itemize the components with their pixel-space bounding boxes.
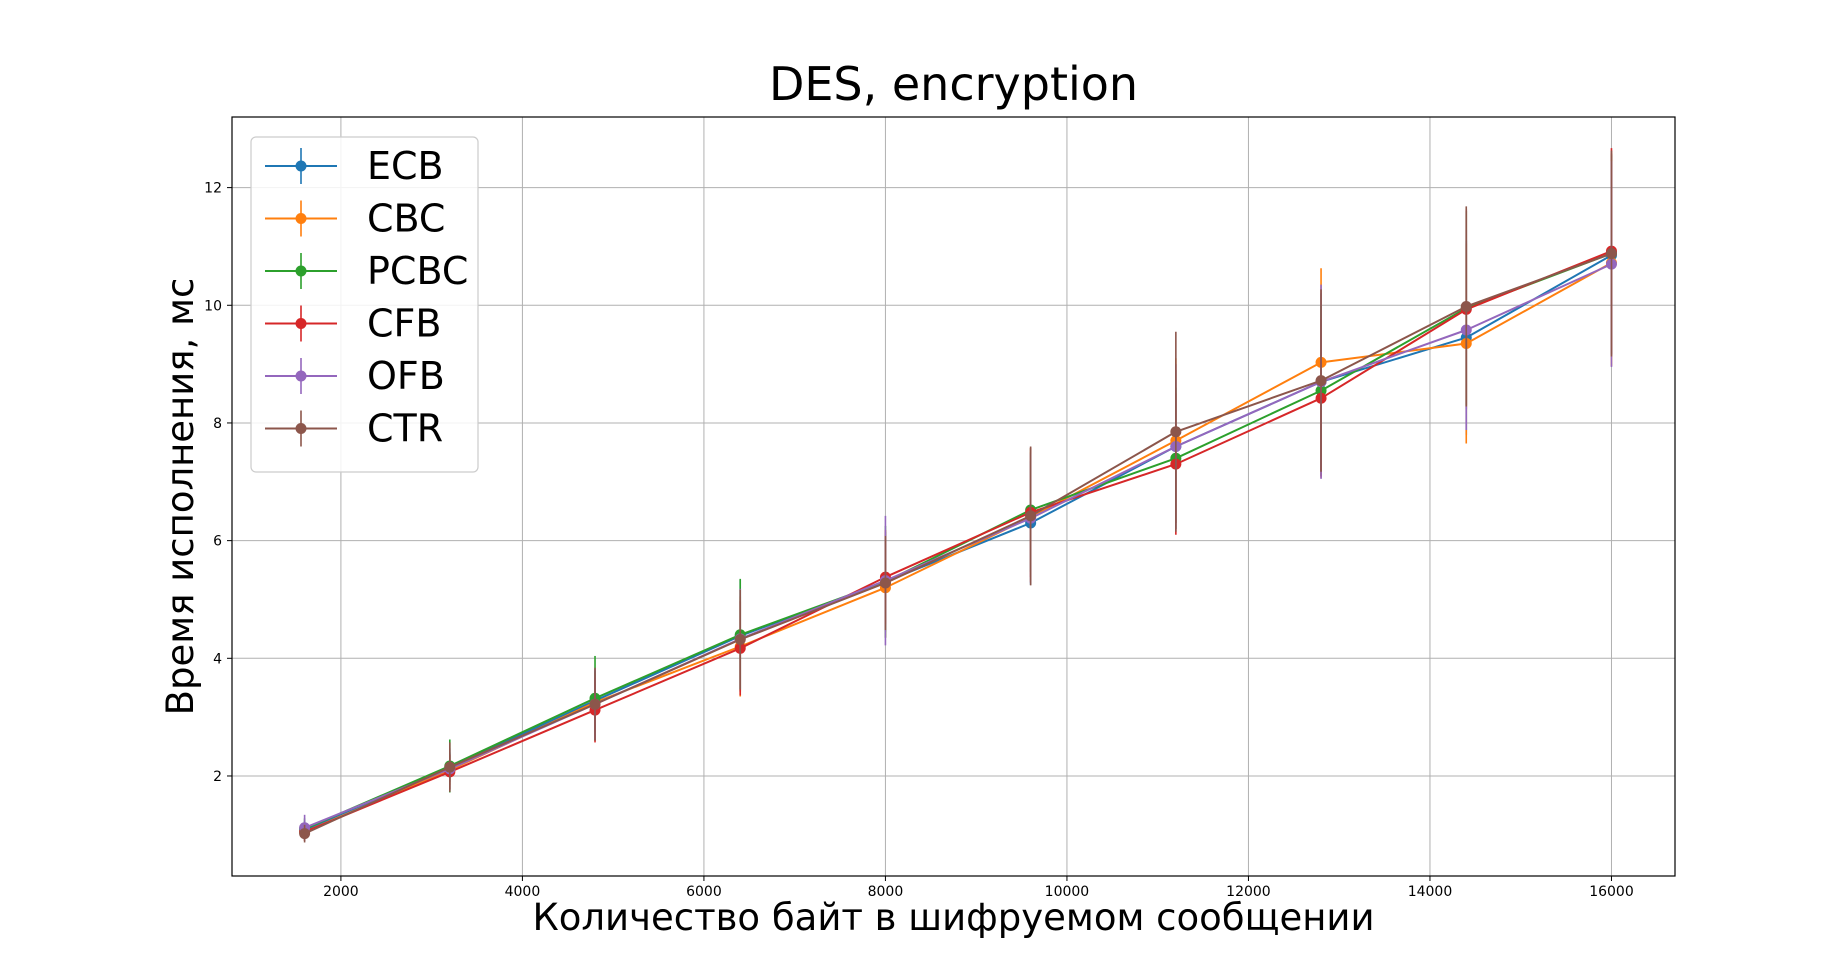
legend-entry-cbc: CBC (265, 197, 445, 241)
data-point (1025, 510, 1037, 522)
legend-entry-ecb: ECB (265, 144, 444, 188)
legend-marker (295, 213, 307, 224)
x-tick-label: 8000 (868, 884, 904, 900)
data-point (1170, 426, 1182, 438)
legend-label: CFB (367, 302, 441, 346)
plot-frame (231, 116, 1676, 877)
series-line (304, 252, 1612, 830)
legend-entry-ofb: OFB (265, 354, 445, 398)
legend-label: PCBC (367, 249, 468, 293)
y-tick-label: 4 (213, 651, 222, 667)
x-tick-label: 16000 (1589, 884, 1634, 900)
y-axis-label: Время исполнения, мс (159, 278, 202, 716)
chart-title: DES, encryption (769, 57, 1138, 111)
legend-marker (295, 423, 307, 434)
legend-entry-pcbc: PCBC (265, 249, 468, 293)
legend-label: ECB (367, 144, 444, 188)
legend-marker (295, 370, 307, 382)
y-tick-label: 10 (204, 298, 222, 314)
x-tick-label: 2000 (323, 884, 359, 900)
x-tick-label: 4000 (505, 884, 541, 900)
y-tick-label: 6 (213, 534, 222, 550)
series-line (304, 250, 1612, 833)
series-ctr (299, 150, 1617, 843)
legend-label: OFB (367, 354, 445, 398)
series-line (304, 252, 1612, 835)
x-tick-label: 14000 (1408, 884, 1453, 900)
legend-entry-ctr: CTR (265, 407, 443, 451)
legend-label: CTR (367, 407, 443, 451)
x-tick-label: 12000 (1226, 884, 1271, 900)
y-tick-label: 12 (204, 181, 222, 197)
y-tick-label: 2 (213, 769, 222, 785)
data-point (1315, 375, 1327, 387)
data-point (444, 761, 456, 773)
legend: ECB CBC PCBC CFB OFB CTR (250, 136, 479, 473)
legend-entry-cfb: CFB (265, 302, 441, 346)
legend-marker (295, 265, 307, 277)
data-point (1460, 300, 1472, 312)
series-layer (299, 148, 1617, 843)
data-point (879, 577, 891, 589)
data-point (734, 633, 746, 645)
x-tick-label: 6000 (686, 884, 722, 900)
legend-label: CBC (367, 197, 445, 241)
data-point (1605, 248, 1617, 260)
data-point (589, 698, 601, 710)
y-tick-label: 8 (213, 416, 222, 432)
x-tick-label: 10000 (1045, 884, 1090, 900)
legend-box (250, 136, 479, 473)
legend-marker (295, 318, 307, 329)
legend-marker (295, 160, 307, 172)
data-point (299, 828, 311, 840)
ticks: 2000 4000 6000 8000 10000 12000 14000 16000 2 4 6 8… (204, 181, 1634, 900)
x-axis-label: Количество байт в шифруемом сообщении (533, 896, 1375, 939)
